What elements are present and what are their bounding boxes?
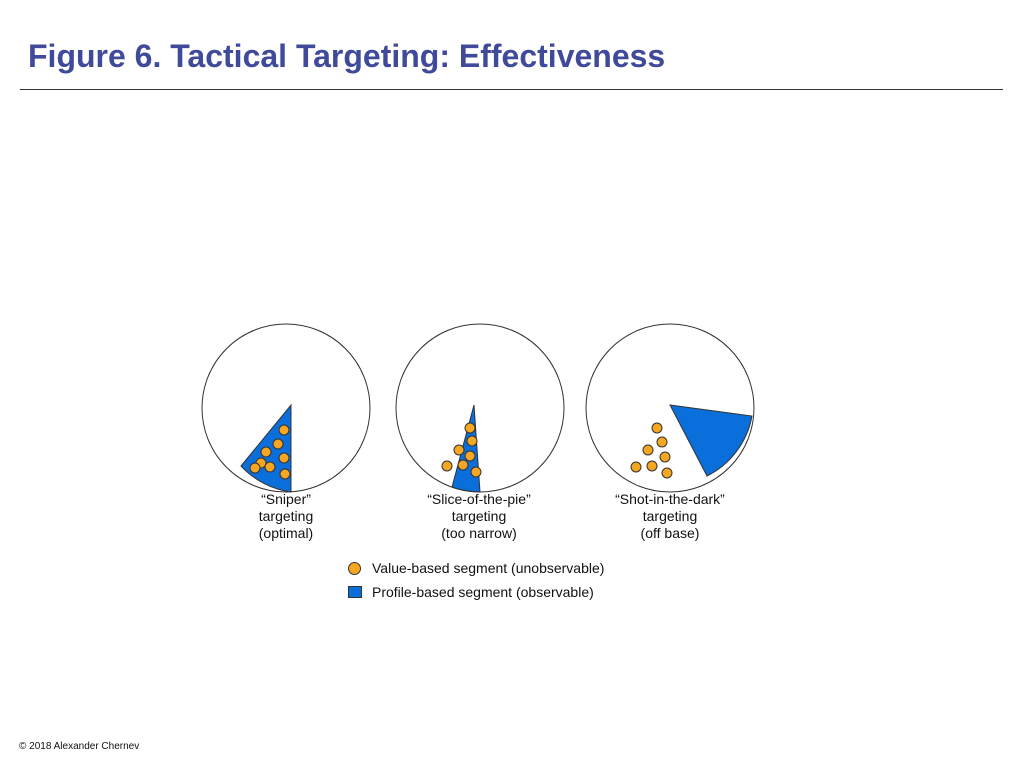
copyright-text: © 2018 Alexander Chernev: [19, 741, 140, 752]
value-dot: [642, 444, 654, 456]
caption-line: (off base): [640, 525, 700, 541]
market-circle-sniper: [201, 323, 371, 493]
legend-value-based: Value-based segment (unobservable): [348, 559, 604, 577]
panel-sniper: [201, 323, 371, 493]
value-dot: [264, 461, 276, 473]
value-segment-shot: [630, 422, 673, 479]
value-dot: [249, 462, 261, 474]
panel-slice: [395, 323, 565, 493]
caption-line: targeting: [258, 508, 314, 524]
market-circle-shot: [585, 323, 755, 493]
value-dot: [441, 460, 453, 472]
value-dot: [651, 422, 663, 434]
value-dot: [466, 435, 478, 447]
value-dot: [278, 452, 290, 464]
value-dot: [656, 436, 668, 448]
value-dot: [630, 461, 642, 473]
legend-profile-based: Profile-based segment (observable): [348, 583, 594, 601]
page-title: Figure 6. Tactical Targeting: Effectiven…: [28, 38, 666, 74]
market-circle-slice: [395, 323, 565, 493]
caption-line: “Shot-in-the-dark”: [615, 491, 725, 507]
caption-line: targeting: [451, 508, 507, 524]
value-dot: [453, 444, 465, 456]
caption-shot: “Shot-in-the-dark” targeting (off base): [580, 491, 760, 542]
value-dot: [279, 468, 291, 480]
caption-line: targeting: [642, 508, 698, 524]
profile-square-swatch-icon: [348, 586, 362, 598]
caption-line: “Slice-of-the-pie”: [427, 491, 531, 507]
caption-line: “Sniper”: [261, 491, 311, 507]
caption-line: (optimal): [258, 525, 314, 541]
legend-value-label: Value-based segment (unobservable): [372, 560, 605, 576]
value-dot: [464, 422, 476, 434]
value-segment-slice: [441, 422, 482, 478]
value-dot: [457, 459, 469, 471]
value-dot-swatch-icon: [348, 561, 361, 575]
value-dot: [464, 450, 476, 462]
legend-profile-label: Profile-based segment (observable): [372, 584, 594, 600]
caption-slice: “Slice-of-the-pie” targeting (too narrow…: [389, 491, 569, 542]
caption-sniper: “Sniper” targeting (optimal): [196, 491, 376, 542]
value-dot: [470, 466, 482, 478]
title-divider: [20, 89, 1003, 90]
value-dot: [661, 467, 673, 479]
value-dot: [646, 460, 658, 472]
value-segment-sniper: [249, 424, 291, 480]
value-dot: [659, 451, 671, 463]
caption-line: (too narrow): [441, 525, 517, 541]
panel-shot: [585, 323, 755, 493]
value-dot: [278, 424, 290, 436]
profile-segment-shot: [669, 404, 753, 477]
value-dot: [272, 438, 284, 450]
value-dot: [260, 446, 272, 458]
